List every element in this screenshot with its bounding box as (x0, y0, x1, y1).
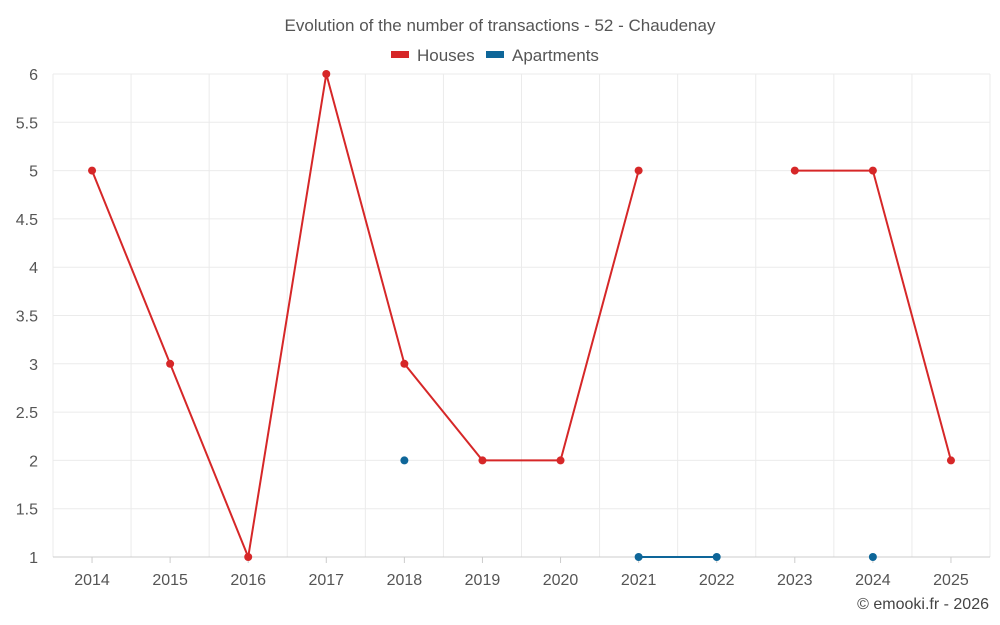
x-tick-label: 2014 (74, 572, 110, 589)
plot-area (88, 70, 955, 561)
y-tick-label: 1.5 (16, 502, 38, 519)
data-point-houses[interactable] (244, 553, 253, 561)
x-tick-label: 2024 (855, 572, 891, 589)
data-point-houses[interactable] (556, 456, 565, 465)
x-tick-label: 2022 (699, 572, 735, 589)
y-tick-label: 6 (29, 67, 38, 84)
x-tick-label: 2025 (933, 572, 969, 589)
legend-item-houses[interactable]: Houses (391, 46, 475, 65)
x-tick-label: 2016 (230, 572, 266, 589)
data-point-apartments[interactable] (868, 553, 877, 561)
x-tick-label: 2020 (543, 572, 579, 589)
series-apartments (400, 456, 877, 561)
x-tick-label: 2021 (621, 572, 657, 589)
data-point-houses[interactable] (946, 456, 955, 465)
y-tick-label: 3 (29, 357, 38, 374)
data-point-houses[interactable] (868, 166, 877, 175)
grid (52, 73, 991, 557)
legend-label-apartments: Apartments (512, 46, 599, 65)
y-tick-label: 1 (29, 550, 38, 567)
y-tick-label: 3.5 (16, 309, 38, 326)
x-tick-label: 2017 (308, 572, 344, 589)
legend-label-houses: Houses (417, 46, 475, 65)
legend-swatch-houses (391, 51, 409, 58)
y-tick-label: 4 (29, 260, 38, 277)
axes: 1 1.5 2 2.5 3 3.5 4 4.5 5 5.5 6 2014 2015 2016 2017 201… (16, 67, 990, 589)
data-point-apartments[interactable] (400, 456, 409, 465)
data-point-houses[interactable] (634, 166, 643, 175)
series-line-houses (91, 73, 640, 558)
data-point-apartments[interactable] (712, 553, 721, 561)
data-point-houses[interactable] (400, 359, 409, 368)
data-point-houses[interactable] (478, 456, 487, 465)
y-tick-label: 2 (29, 453, 38, 470)
credit-text: © emooki.fr - 2026 (857, 596, 989, 613)
chart-title: Evolution of the number of transactions … (285, 16, 716, 35)
data-point-houses[interactable] (88, 166, 97, 175)
legend-swatch-apartments (486, 51, 504, 58)
data-point-apartments[interactable] (634, 553, 643, 561)
y-tick-label: 5 (29, 164, 38, 181)
data-point-houses[interactable] (322, 70, 331, 78)
legend-item-apartments[interactable]: Apartments (486, 46, 599, 65)
data-point-houses[interactable] (790, 166, 799, 175)
data-point-houses[interactable] (166, 359, 175, 368)
series-houses (88, 70, 955, 561)
x-tick-label: 2018 (387, 572, 423, 589)
y-tick-label: 4.5 (16, 212, 38, 229)
x-tick-label: 2019 (465, 572, 501, 589)
x-tick-label: 2023 (777, 572, 813, 589)
x-tick-label: 2015 (152, 572, 188, 589)
y-tick-label: 5.5 (16, 115, 38, 132)
y-tick-label: 2.5 (16, 405, 38, 422)
legend: Houses Apartments (391, 46, 599, 65)
